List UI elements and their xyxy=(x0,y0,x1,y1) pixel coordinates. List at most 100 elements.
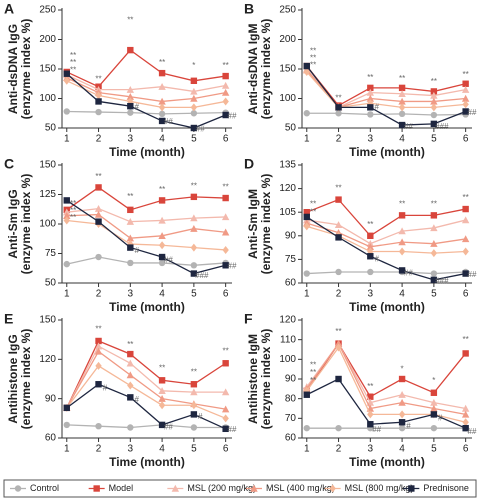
annotation: ## xyxy=(228,111,237,120)
marker xyxy=(462,100,469,109)
series-line xyxy=(66,186,226,211)
annotation: ** xyxy=(431,199,437,208)
marker xyxy=(190,401,198,410)
series-line xyxy=(66,199,226,275)
annotation: * xyxy=(192,61,195,70)
series-line xyxy=(66,49,226,88)
y-tick-label: 120 xyxy=(279,315,296,326)
annotation: ** xyxy=(310,207,316,216)
annotation: ** xyxy=(159,185,165,194)
annotation: ### xyxy=(435,122,449,131)
x-tick-label: 5 xyxy=(191,289,197,300)
x-tick-label: 2 xyxy=(96,289,102,300)
y-tick-label: 100 xyxy=(39,219,56,230)
marker xyxy=(366,94,375,102)
marker xyxy=(398,90,406,97)
marker xyxy=(303,270,310,277)
marker xyxy=(127,394,134,401)
marker xyxy=(158,110,166,118)
x-tick-label: 4 xyxy=(399,444,405,455)
marker xyxy=(335,375,342,383)
marker xyxy=(95,337,102,345)
series-line xyxy=(66,74,226,93)
y-tick-label: 80 xyxy=(285,393,297,404)
annotation: ** xyxy=(310,376,316,385)
annotation: ** xyxy=(127,16,133,25)
marker xyxy=(190,193,198,201)
marker xyxy=(461,94,470,102)
annotation: ** xyxy=(335,184,341,193)
annotation: ** xyxy=(223,183,229,192)
marker xyxy=(63,260,70,268)
panel-label: C xyxy=(4,156,14,172)
y-tick-label: 75 xyxy=(45,248,57,259)
marker xyxy=(95,98,102,105)
marker xyxy=(430,103,438,112)
y-tick-label: 125 xyxy=(39,189,56,200)
annotation: ** xyxy=(70,206,76,215)
marker xyxy=(158,377,166,384)
marker xyxy=(158,259,166,267)
marker xyxy=(190,388,198,396)
y-tick-label: 50 xyxy=(285,123,297,134)
y-axis-label: Antihistone IgG xyxy=(6,334,20,423)
marker xyxy=(190,124,198,132)
marker xyxy=(190,381,198,388)
y-tick-label: 150 xyxy=(279,64,296,75)
marker xyxy=(462,247,469,256)
x-axis-label: Time (month) xyxy=(109,300,185,314)
marker xyxy=(367,84,374,92)
legend-marker xyxy=(329,484,336,493)
x-tick-label: 2 xyxy=(96,134,102,145)
marker xyxy=(127,102,134,110)
annotation: ** xyxy=(367,73,373,82)
annotation: ** xyxy=(70,58,76,67)
marker xyxy=(158,117,166,125)
marker xyxy=(335,424,342,432)
marker xyxy=(430,88,438,95)
marker xyxy=(95,218,102,225)
marker xyxy=(222,425,229,433)
y-axis-label: Anti-dsDNA IgM xyxy=(246,24,260,115)
annotation: ** xyxy=(70,65,76,74)
x-tick-label: 2 xyxy=(336,134,342,145)
series-line xyxy=(66,256,226,266)
marker xyxy=(335,110,342,117)
marker xyxy=(158,253,166,261)
legend-label: Prednisone xyxy=(423,483,469,493)
panel-label: E xyxy=(4,311,13,327)
marker xyxy=(127,109,134,116)
series-line xyxy=(306,112,466,116)
marker xyxy=(63,421,70,429)
annotation: ** xyxy=(310,46,316,55)
marker xyxy=(94,342,103,350)
y-axis-label: (enzyme index %) xyxy=(259,174,273,275)
annotation: # xyxy=(198,412,203,421)
x-axis-label: Time (month) xyxy=(109,145,185,159)
marker xyxy=(222,72,229,80)
marker xyxy=(335,104,342,111)
x-tick-label: 1 xyxy=(304,289,310,300)
marker xyxy=(367,393,374,400)
annotation: # xyxy=(103,383,108,392)
annotation: ** xyxy=(95,324,101,333)
y-tick-label: 90 xyxy=(285,230,297,241)
annotation: ** xyxy=(431,77,437,86)
marker xyxy=(335,196,342,203)
series-line xyxy=(306,198,466,237)
series-line xyxy=(66,345,226,409)
y-axis-label: (enzyme index %) xyxy=(259,329,273,430)
x-tick-label: 1 xyxy=(304,444,310,455)
marker xyxy=(221,228,230,236)
marker xyxy=(127,381,134,390)
marker xyxy=(190,411,198,418)
y-axis-label: (enzyme index %) xyxy=(19,174,33,275)
marker xyxy=(430,212,438,219)
annotation: * xyxy=(401,364,404,373)
x-tick-label: 6 xyxy=(463,289,469,300)
marker xyxy=(190,103,198,112)
annotation: ## xyxy=(228,425,237,434)
marker xyxy=(398,419,406,426)
y-tick-label: 60 xyxy=(285,278,297,289)
x-tick-label: 5 xyxy=(431,444,437,455)
